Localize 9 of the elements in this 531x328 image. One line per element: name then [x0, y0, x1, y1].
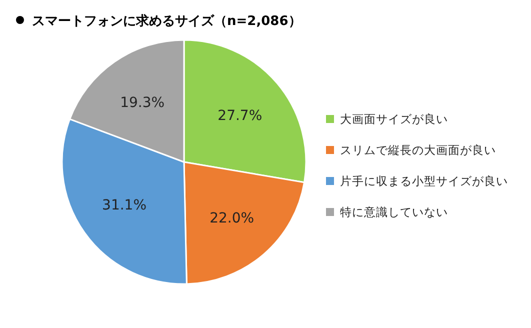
data-label: 27.7%	[218, 108, 262, 124]
data-label: 22.0%	[210, 210, 254, 226]
legend-label: 特に意識していない	[340, 205, 448, 219]
legend-label: 大画面サイズが良い	[340, 112, 448, 126]
data-label: 31.1%	[102, 197, 147, 214]
legend-label: 片手に収まる小型サイズが良い	[340, 174, 508, 188]
legend-label: スリムで縦長の大画面が良い	[340, 143, 496, 157]
data-label: 19.3%	[120, 94, 165, 111]
chart-title: スマートフォンに求めるサイズ（n=2,086）	[32, 13, 302, 29]
